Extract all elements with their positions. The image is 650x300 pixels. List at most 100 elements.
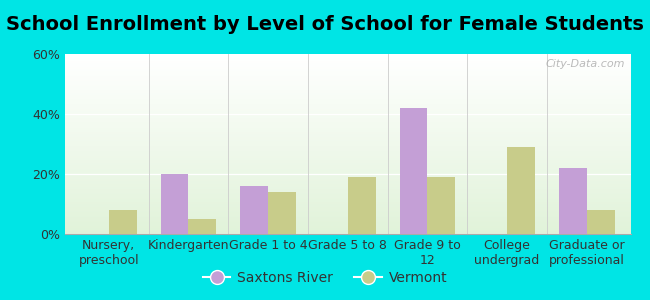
Bar	[65, 105, 630, 106]
Bar	[65, 64, 630, 65]
Bar	[65, 191, 630, 192]
Bar	[65, 76, 630, 77]
Bar	[65, 115, 630, 116]
Bar	[65, 121, 630, 122]
Bar	[65, 192, 630, 193]
Bar	[65, 140, 630, 141]
Bar	[65, 132, 630, 133]
Bar	[65, 201, 630, 202]
Bar	[109, 210, 136, 234]
Bar	[65, 151, 630, 152]
Bar	[65, 171, 630, 172]
Bar	[65, 143, 630, 144]
Bar	[65, 98, 630, 99]
Bar	[65, 176, 630, 177]
Bar	[65, 133, 630, 134]
Bar	[65, 134, 630, 135]
Bar	[65, 197, 630, 198]
Bar	[65, 107, 630, 108]
Bar	[65, 190, 630, 191]
Bar	[65, 187, 630, 188]
Bar	[65, 126, 630, 127]
Bar	[65, 210, 630, 211]
Bar	[65, 183, 630, 184]
Bar	[65, 220, 630, 221]
Bar	[65, 141, 630, 142]
Bar	[65, 139, 630, 140]
Bar	[65, 95, 630, 96]
Bar	[65, 73, 630, 74]
Bar	[65, 204, 630, 205]
Bar	[65, 137, 630, 138]
Bar	[65, 179, 630, 180]
Bar	[65, 68, 630, 69]
Bar	[507, 147, 535, 234]
Bar	[65, 194, 630, 195]
Bar	[65, 161, 630, 162]
Legend: Saxtons River, Vermont: Saxtons River, Vermont	[197, 265, 453, 290]
Bar	[65, 203, 630, 204]
Bar	[65, 177, 630, 178]
Bar	[65, 188, 630, 189]
Bar	[65, 101, 630, 102]
Bar	[65, 207, 630, 208]
Bar	[65, 58, 630, 59]
Bar	[65, 224, 630, 225]
Bar	[65, 226, 630, 227]
Bar	[65, 193, 630, 194]
Bar	[65, 166, 630, 167]
Bar	[65, 219, 630, 220]
Bar	[65, 104, 630, 105]
Bar	[65, 157, 630, 158]
Bar	[65, 109, 630, 110]
Bar	[65, 55, 630, 56]
Bar	[65, 112, 630, 113]
Bar	[65, 54, 630, 55]
Bar	[65, 165, 630, 166]
Bar	[65, 78, 630, 79]
Bar	[348, 177, 376, 234]
Bar	[65, 170, 630, 171]
Bar	[65, 154, 630, 155]
Bar	[65, 120, 630, 121]
Bar	[65, 152, 630, 153]
Bar	[65, 77, 630, 78]
Bar	[65, 202, 630, 203]
Bar	[65, 96, 630, 97]
Bar	[65, 57, 630, 58]
Bar	[65, 218, 630, 219]
Bar	[65, 182, 630, 183]
Bar	[65, 159, 630, 160]
Bar	[65, 62, 630, 63]
Bar	[65, 90, 630, 91]
Bar	[65, 162, 630, 163]
Bar	[65, 75, 630, 76]
Bar	[65, 142, 630, 143]
Bar	[65, 127, 630, 128]
Bar	[65, 211, 630, 212]
Bar	[65, 163, 630, 164]
Bar	[65, 156, 630, 157]
Bar	[65, 150, 630, 151]
Bar	[65, 85, 630, 86]
Bar	[65, 172, 630, 173]
Bar	[65, 149, 630, 150]
Bar	[65, 106, 630, 107]
Bar	[65, 209, 630, 210]
Bar	[65, 69, 630, 70]
Bar	[65, 169, 630, 170]
Bar	[65, 74, 630, 75]
Bar	[65, 63, 630, 64]
Bar	[65, 208, 630, 209]
Bar	[65, 229, 630, 230]
Bar	[65, 173, 630, 174]
Bar	[65, 184, 630, 185]
Bar	[65, 100, 630, 101]
Bar	[65, 214, 630, 215]
Bar	[559, 168, 587, 234]
Bar	[65, 61, 630, 62]
Bar	[65, 117, 630, 118]
Bar	[65, 79, 630, 80]
Bar	[65, 155, 630, 156]
Bar	[65, 89, 630, 90]
